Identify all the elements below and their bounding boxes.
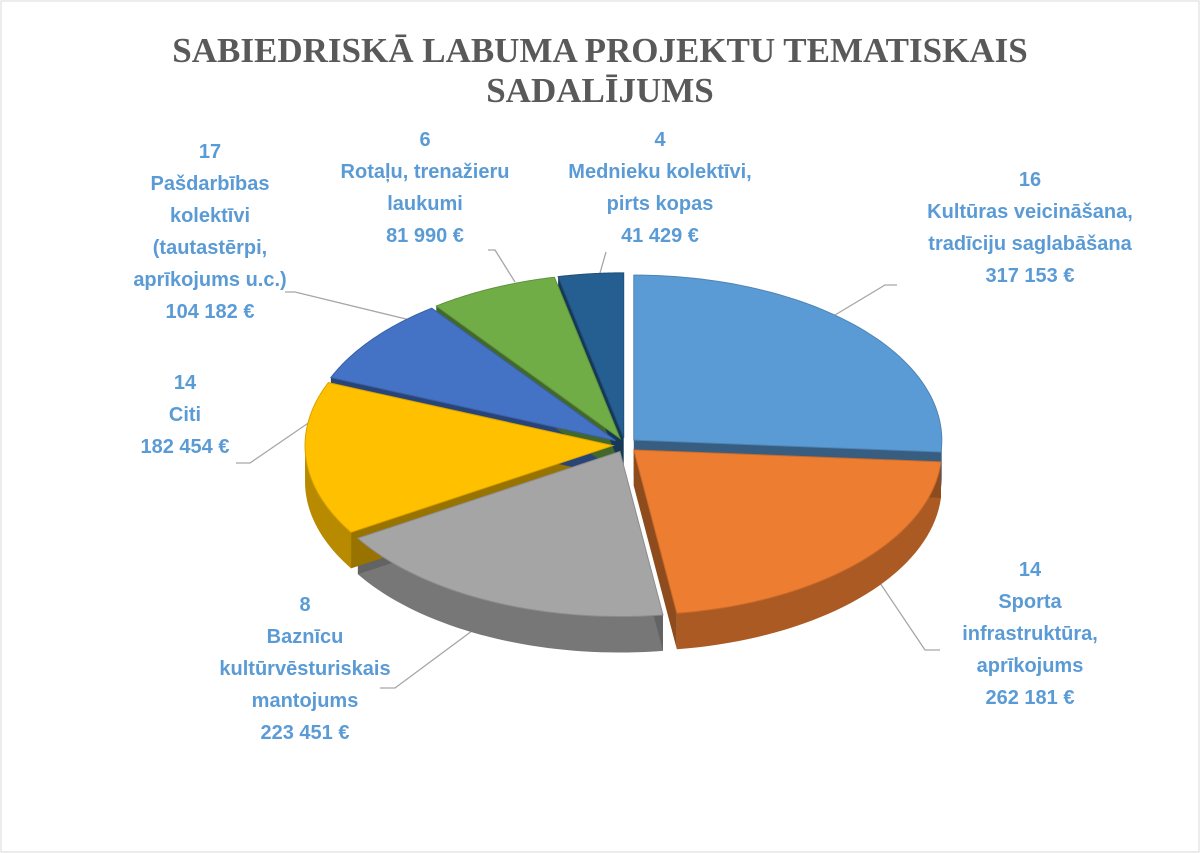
data-label-category: Citi bbox=[169, 404, 201, 426]
slice bbox=[356, 450, 664, 618]
chart-title: SABIEDRISKĀ LABUMA PROJEKTU TEMATISKAIS S… bbox=[172, 31, 1027, 110]
data-label-category: Sporta infrastruktūra, aprīkojums bbox=[962, 591, 1098, 677]
slice-side bbox=[676, 461, 941, 650]
data-label-category: Kultūras veicināšana, tradīciju saglabāša… bbox=[927, 201, 1133, 255]
slice bbox=[633, 274, 943, 453]
data-label-count: 6 bbox=[419, 129, 430, 151]
data-label-count: 16 bbox=[1019, 169, 1041, 191]
data-label-value: 41 429 € bbox=[621, 225, 699, 247]
slice bbox=[435, 276, 622, 440]
data-label-value: 182 454 € bbox=[141, 436, 230, 458]
leader-line bbox=[488, 249, 516, 283]
data-label-value: 104 182 € bbox=[166, 301, 255, 323]
leader-line bbox=[236, 414, 321, 464]
data-label-count: 14 bbox=[174, 372, 197, 394]
slice-side bbox=[357, 538, 663, 653]
data-label-value: 262 181 € bbox=[986, 687, 1075, 709]
data-label-count: 4 bbox=[654, 129, 666, 151]
leader-line bbox=[380, 624, 481, 689]
data-label-value: 223 451 € bbox=[261, 722, 350, 744]
data-label-value: 81 990 € bbox=[386, 225, 464, 247]
slice bbox=[557, 272, 625, 439]
data-label-category: Mednieku kolektīvi, pirts kopas bbox=[568, 161, 751, 215]
leader-line bbox=[877, 579, 940, 651]
slice bbox=[304, 382, 615, 533]
slice-side bbox=[305, 445, 352, 569]
leader-line bbox=[285, 291, 411, 321]
slice-cut bbox=[633, 449, 677, 650]
data-label-count: 17 bbox=[199, 141, 221, 163]
slice bbox=[329, 307, 616, 442]
data-label-category: Pašdarbības kolektīvi (tautastērpi, aprīkoj… bbox=[133, 173, 286, 291]
data-label-category: Baznīcu kultūrvēsturiskais mantojums bbox=[219, 626, 390, 712]
leader-line bbox=[834, 284, 897, 316]
data-label-count: 14 bbox=[1019, 559, 1042, 581]
data-label-count: 8 bbox=[299, 594, 310, 616]
slice bbox=[633, 449, 942, 614]
data-label-category: Rotaļu, trenažieru laukumi bbox=[341, 161, 510, 215]
data-label-value: 317 153 € bbox=[986, 265, 1075, 287]
